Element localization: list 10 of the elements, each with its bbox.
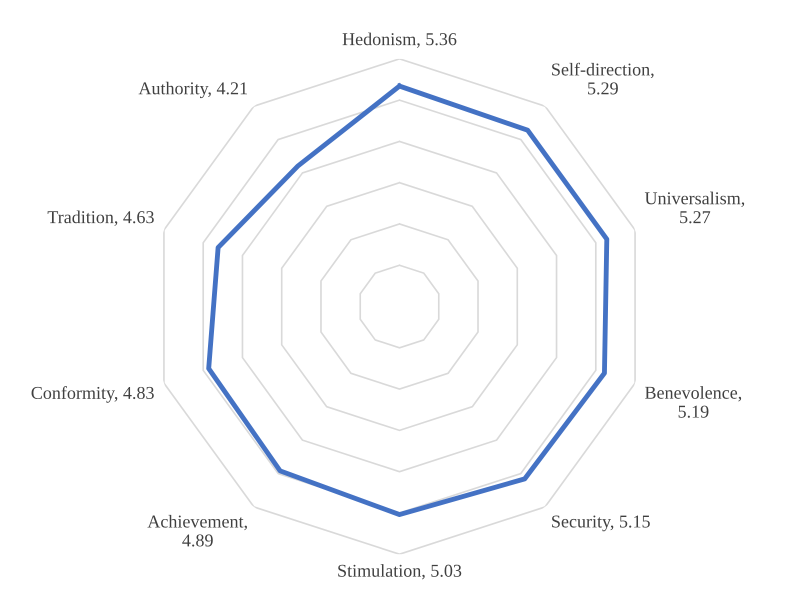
spoke-label: Self-direction, 5.29: [552, 62, 654, 95]
spoke-label: Stimulation, 5.03: [338, 564, 462, 580]
spoke-label: Tradition, 4.63: [48, 210, 154, 226]
spoke-label: Achievement, 4.89: [147, 514, 247, 547]
spoke-label: Universalism, 5.27: [644, 192, 744, 224]
spoke-label: Authority, 4.21: [138, 82, 248, 98]
spoke-label: Conformity, 4.83: [32, 386, 154, 403]
spoke-label: Hedonism, 5.36: [342, 32, 456, 48]
spoke-label: Security, 5.15: [552, 515, 650, 532]
spoke-label: Benevolence, 5.19: [645, 386, 742, 418]
